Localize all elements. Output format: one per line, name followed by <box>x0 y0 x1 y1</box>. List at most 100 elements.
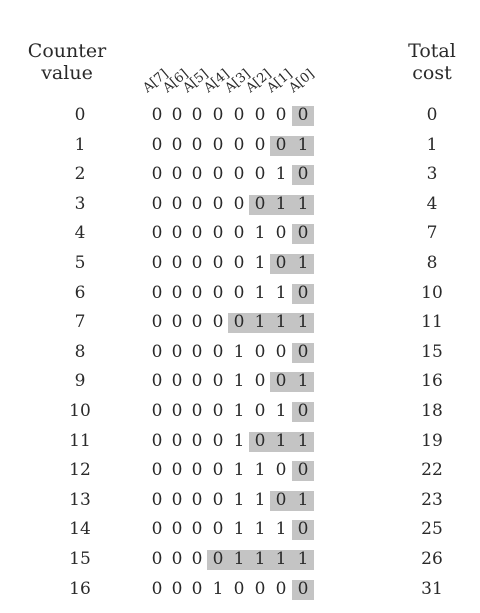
total-cost-cell: 8 <box>412 253 452 273</box>
bit-cell: 0 <box>209 460 227 480</box>
bit-cell: 0 <box>168 194 186 214</box>
bit-cell: 0 <box>294 342 312 362</box>
bit-cell: 0 <box>188 549 206 569</box>
bit-cell: 1 <box>272 194 290 214</box>
total-cost-cell: 31 <box>412 579 452 599</box>
counter-value-cell: 14 <box>60 519 100 539</box>
bit-cell: 0 <box>230 579 248 599</box>
bit-cell: 0 <box>168 579 186 599</box>
bit-cell: 0 <box>209 253 227 273</box>
bit-cell: 0 <box>188 401 206 421</box>
bit-cell: 0 <box>230 283 248 303</box>
counter-value-cell: 7 <box>60 312 100 332</box>
bit-cell: 0 <box>168 431 186 451</box>
total-header-line2: cost <box>392 62 472 84</box>
bit-cell: 0 <box>230 105 248 125</box>
total-cost-cell: 1 <box>412 135 452 155</box>
bit-cell: 0 <box>148 253 166 273</box>
bit-cell: 0 <box>209 223 227 243</box>
bit-cell: 0 <box>209 105 227 125</box>
bit-cell: 0 <box>251 342 269 362</box>
bit-cell: 0 <box>148 549 166 569</box>
bit-cell: 0 <box>294 401 312 421</box>
bit-cell: 0 <box>251 164 269 184</box>
bit-cell: 1 <box>251 460 269 480</box>
bit-cell: 0 <box>251 105 269 125</box>
bit-cell: 0 <box>209 519 227 539</box>
bit-cell: 0 <box>148 401 166 421</box>
bit-cell: 0 <box>168 549 186 569</box>
total-cost-cell: 3 <box>412 164 452 184</box>
counter-value-cell: 11 <box>60 431 100 451</box>
bit-cell: 1 <box>251 283 269 303</box>
bit-cell: 0 <box>148 283 166 303</box>
counter-value-header: Counter value <box>22 40 112 84</box>
bit-cell: 0 <box>272 460 290 480</box>
counter-value-cell: 10 <box>60 401 100 421</box>
total-cost-cell: 19 <box>412 431 452 451</box>
bit-cell: 0 <box>272 342 290 362</box>
total-cost-cell: 26 <box>412 549 452 569</box>
bit-cell: 0 <box>209 283 227 303</box>
bit-cell: 0 <box>251 401 269 421</box>
counter-value-cell: 8 <box>60 342 100 362</box>
bit-cell: 0 <box>209 401 227 421</box>
bit-cell: 0 <box>272 490 290 510</box>
bit-cell: 0 <box>188 312 206 332</box>
bit-cell: 0 <box>251 371 269 391</box>
bit-cell: 1 <box>251 223 269 243</box>
counter-value-cell: 6 <box>60 283 100 303</box>
total-cost-cell: 0 <box>412 105 452 125</box>
bit-cell: 1 <box>272 549 290 569</box>
bit-cell: 0 <box>168 460 186 480</box>
bit-cell: 0 <box>168 253 186 273</box>
bit-cell: 1 <box>251 312 269 332</box>
bit-cell: 0 <box>209 312 227 332</box>
bit-cell: 0 <box>168 283 186 303</box>
bit-cell: 1 <box>230 549 248 569</box>
bit-cell: 0 <box>230 135 248 155</box>
bit-cell: 0 <box>209 135 227 155</box>
bit-cell: 1 <box>294 371 312 391</box>
counter-value-cell: 12 <box>60 460 100 480</box>
bit-cell: 0 <box>209 371 227 391</box>
bit-cell: 0 <box>209 431 227 451</box>
total-cost-cell: 10 <box>412 283 452 303</box>
bit-cell: 1 <box>230 401 248 421</box>
bit-cell: 1 <box>230 342 248 362</box>
bit-header: A[0] <box>287 67 317 96</box>
bit-cell: 1 <box>272 431 290 451</box>
counter-value-cell: 9 <box>60 371 100 391</box>
total-cost-cell: 4 <box>412 194 452 214</box>
bit-cell: 0 <box>168 105 186 125</box>
bit-cell: 1 <box>230 460 248 480</box>
counter-value-cell: 0 <box>60 105 100 125</box>
bit-cell: 0 <box>209 194 227 214</box>
bit-cell: 1 <box>251 519 269 539</box>
bit-cell: 1 <box>230 519 248 539</box>
bit-cell: 1 <box>294 135 312 155</box>
bit-cell: 1 <box>251 253 269 273</box>
bit-cell: 0 <box>148 194 166 214</box>
counter-value-cell: 2 <box>60 164 100 184</box>
bit-cell: 1 <box>272 401 290 421</box>
bit-cell: 0 <box>230 164 248 184</box>
bit-cell: 0 <box>272 371 290 391</box>
bit-cell: 0 <box>188 135 206 155</box>
bit-cell: 0 <box>272 579 290 599</box>
bit-cell: 1 <box>294 549 312 569</box>
counter-value-cell: 5 <box>60 253 100 273</box>
total-cost-header: Total cost <box>392 40 472 84</box>
bit-cell: 0 <box>168 342 186 362</box>
bit-cell: 0 <box>188 431 206 451</box>
bit-cell: 1 <box>230 490 248 510</box>
counter-value-cell: 3 <box>60 194 100 214</box>
bit-cell: 0 <box>188 371 206 391</box>
bit-cell: 0 <box>148 460 166 480</box>
bit-cell: 0 <box>188 519 206 539</box>
bit-cell: 0 <box>148 342 166 362</box>
bit-cell: 1 <box>294 312 312 332</box>
bit-cell: 1 <box>251 490 269 510</box>
bit-cell: 0 <box>188 223 206 243</box>
bit-cell: 0 <box>148 371 166 391</box>
